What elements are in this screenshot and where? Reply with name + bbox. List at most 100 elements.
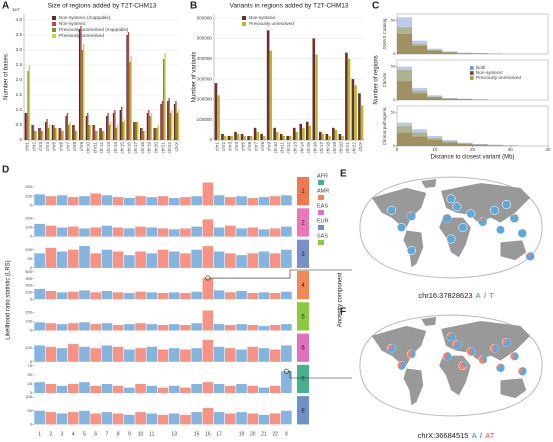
y-axis-label: Number of variants xyxy=(192,52,198,103)
component-label: 6 xyxy=(301,346,305,352)
bar xyxy=(328,135,331,140)
manhattan-spike xyxy=(67,323,79,331)
panel-letter: F xyxy=(340,307,346,318)
manhattan-spike xyxy=(191,249,202,268)
pie-slice xyxy=(452,340,462,349)
manhattan-spike xyxy=(56,227,68,237)
manhattan-spike xyxy=(34,382,45,394)
bar xyxy=(161,101,164,140)
component-label: 7 xyxy=(301,377,305,383)
histogram-bar xyxy=(487,53,503,54)
manhattan-spike xyxy=(124,414,135,425)
bar xyxy=(308,125,312,140)
manhattan-spike xyxy=(157,228,169,237)
histogram-bar xyxy=(457,143,473,146)
manhattan-spike xyxy=(202,219,214,237)
panel-letter: C xyxy=(372,1,379,12)
x-tick-label: chr12 xyxy=(99,142,104,154)
histogram-bar xyxy=(397,70,413,100)
manhattan-spike xyxy=(224,225,236,237)
bar xyxy=(99,128,101,140)
bar xyxy=(221,133,224,140)
panel-letter: D xyxy=(2,165,9,176)
x-tick-label: chr10 xyxy=(273,142,278,154)
x-tick-label: chr20 xyxy=(153,142,158,154)
y-tick-label: 0 xyxy=(30,234,33,239)
bar xyxy=(160,104,162,140)
bar xyxy=(122,122,124,140)
bar xyxy=(31,125,33,140)
pie-slice xyxy=(502,338,511,347)
x-tick-label: chrX xyxy=(358,142,363,151)
histogram-bar xyxy=(472,144,488,146)
bar xyxy=(100,128,102,140)
manhattan-spike xyxy=(180,349,191,362)
bar xyxy=(78,29,81,140)
manhattan-spike xyxy=(79,290,90,300)
bar xyxy=(163,59,165,140)
x-tick-label: 40 xyxy=(545,147,551,152)
manhattan-spike xyxy=(247,385,259,394)
manhattan-spike xyxy=(180,253,191,268)
bar xyxy=(146,113,149,140)
x-tick-label: 6 xyxy=(94,431,97,437)
manhattan-spike xyxy=(135,323,146,331)
manhattan-spike xyxy=(79,322,90,331)
manhattan-spike xyxy=(213,412,225,425)
bar xyxy=(149,116,151,140)
y-tick-label: 400 xyxy=(25,269,32,274)
pie-slice xyxy=(399,361,406,370)
x-tick-label: chr16 xyxy=(312,142,317,154)
pie-slice xyxy=(496,225,505,235)
x-tick-label: chr15 xyxy=(306,142,311,154)
x-tick-label: 2 xyxy=(49,431,52,437)
bar xyxy=(27,71,29,140)
bar xyxy=(286,135,289,140)
x-tick-label: chr18 xyxy=(140,142,145,154)
x-tick-label: chr11 xyxy=(92,142,97,154)
population-label: SAS xyxy=(317,233,328,239)
y-tick-label: 0 xyxy=(393,52,395,56)
x-tick-label: 15 xyxy=(194,431,200,437)
y-tick-label: 100 xyxy=(25,394,32,399)
bar xyxy=(92,125,94,140)
manhattan-spike xyxy=(67,384,79,394)
bar xyxy=(299,123,303,140)
histogram-bar xyxy=(427,95,443,100)
manhattan-spike xyxy=(112,385,124,394)
y-tick-label: 0 xyxy=(30,202,33,207)
manhattan-spike xyxy=(191,348,202,362)
manhattan-spike xyxy=(202,278,214,300)
y-tick-label: 200 xyxy=(25,184,32,189)
y-tick-label: 1.0 xyxy=(16,107,23,112)
y-tick-label: 50 xyxy=(391,111,395,115)
manhattan-spike xyxy=(135,348,146,362)
pie-slice xyxy=(510,214,519,223)
variant-id: chrX:36684515 xyxy=(418,431,469,440)
manhattan-spike xyxy=(90,385,102,394)
population-label: EAS xyxy=(317,203,328,209)
histogram-bar xyxy=(397,66,413,100)
variant-id: chr16:37828623 xyxy=(418,291,472,300)
pie-slice xyxy=(444,352,452,361)
bar xyxy=(45,122,47,140)
connector xyxy=(288,370,352,379)
manhattan-spike xyxy=(224,197,236,206)
alt-allele: AT xyxy=(485,431,495,440)
subplot-label: Clinical pathogenic xyxy=(382,106,387,145)
bar xyxy=(295,131,299,140)
y-tick-label: 100 xyxy=(25,345,32,350)
bar xyxy=(87,113,89,140)
bar xyxy=(177,110,180,140)
manhattan-spike xyxy=(236,228,247,237)
manhattan-spike xyxy=(180,387,191,394)
x-tick-label: chr5 xyxy=(241,142,246,151)
manhattan-spike xyxy=(124,293,135,300)
subplot-label: GWAS Catalog xyxy=(382,18,387,49)
y-tick-label: 3.5 xyxy=(16,32,23,37)
manhattan-spike xyxy=(101,323,113,331)
x-tick-label: chr8 xyxy=(260,142,265,151)
histogram-bar xyxy=(442,52,458,54)
x-tick-label: 20 xyxy=(250,431,256,437)
bar xyxy=(234,131,237,140)
